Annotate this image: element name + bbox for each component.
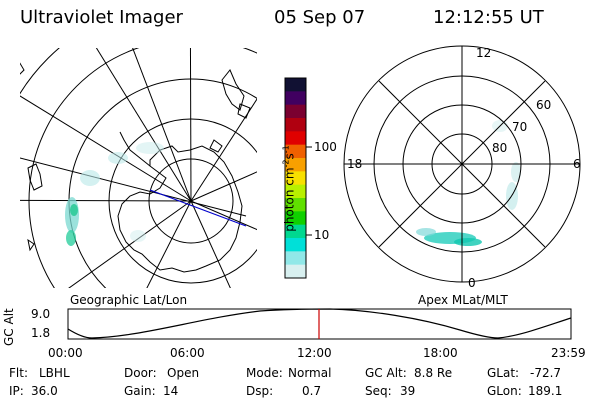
colorbar-segment: [285, 211, 306, 226]
meridian-line: [95, 48, 192, 202]
colorbar-segment: [285, 251, 306, 266]
meridian-line: [20, 199, 192, 202]
gc-alt-label: GC Alt:: [365, 366, 407, 380]
apex-caption: Apex MLat/MLT: [418, 293, 508, 307]
gain-value: 14: [163, 384, 179, 398]
coastline-fragment: [221, 69, 245, 111]
x-tick-1200: 12:00: [297, 346, 332, 360]
image-date: 05 Sep 07: [274, 7, 366, 28]
x-tick-0600: 06:00: [170, 346, 205, 360]
image-time: 12:12:55 UT: [433, 7, 544, 28]
coastline-fragment: [27, 163, 43, 191]
colorbar-segment: [285, 264, 306, 279]
ip-value: 36.0: [31, 384, 58, 398]
app-title: Ultraviolet Imager: [20, 7, 183, 28]
meridian-line: [190, 200, 257, 231]
mlat-label-80: 80: [492, 141, 508, 155]
altitude-plot: [67, 308, 572, 340]
peninsula-coastline: [119, 131, 151, 167]
subpoint-line: [149, 189, 247, 227]
meridian-line: [189, 48, 192, 202]
colorbar-segment: [285, 144, 306, 159]
colorbar: [284, 77, 312, 279]
geographic-map: [20, 48, 257, 288]
seq-label: Seq:: [365, 384, 392, 398]
dsp-label: Dsp:: [246, 384, 274, 398]
glat-label: GLat:: [487, 366, 520, 380]
colorbar-tick-100: 100: [314, 140, 337, 154]
colorbar-label: photon cm-2s-1: [281, 145, 297, 232]
colorbar-segment: [285, 91, 306, 106]
glat-value: -72.7: [530, 366, 562, 380]
mlt-label-0: 0: [468, 276, 476, 290]
mode-value: Normal: [288, 366, 332, 380]
coastline-fragment: [27, 238, 35, 252]
altitude-curve: [67, 308, 572, 339]
colorbar-segment: [285, 224, 306, 239]
altitude-ylabel: GC Alt: [2, 308, 16, 346]
mode-label: Mode:: [246, 366, 283, 380]
colorbar-segment: [285, 171, 306, 186]
gain-label: Gain:: [124, 384, 156, 398]
mlt-label-6: 6: [573, 157, 581, 171]
meridian-line: [68, 200, 192, 288]
mlat-label-60: 60: [536, 98, 552, 112]
door-label: Door:: [124, 366, 157, 380]
colorbar-segment: [285, 118, 306, 132]
coastline-fragment: [20, 62, 25, 75]
filter-label: Flt:: [9, 366, 28, 380]
meridian-line: [190, 98, 257, 202]
mlt-aurora: [416, 120, 521, 246]
glon-label: GLon:: [487, 384, 522, 398]
x-tick-1800: 18:00: [423, 346, 458, 360]
dsp-value: 0.7: [302, 384, 322, 398]
auroral-emission: [65, 142, 164, 246]
colorbar-segment: [285, 184, 306, 199]
altitude-y-low: 1.8: [31, 326, 51, 340]
mlt-label-18: 18: [347, 157, 363, 171]
altitude-y-high: 9.0: [31, 307, 51, 321]
mlat-label-70: 70: [512, 120, 528, 134]
door-value: Open: [167, 366, 200, 380]
meridian-line: [190, 171, 257, 202]
gc-alt-value: 8.8 Re: [414, 366, 453, 380]
seq-value: 39: [400, 384, 416, 398]
colorbar-segment: [285, 238, 306, 252]
colorbar-segment: [285, 198, 306, 212]
colorbar-segments: [285, 78, 306, 279]
colorbar-segment: [285, 158, 306, 172]
subpoint-line: [20, 157, 247, 217]
coastline-fragment: [237, 103, 251, 119]
colorbar-segment: [285, 104, 306, 119]
meridian-line: [132, 48, 192, 202]
meridian-line: [146, 200, 192, 288]
colorbar-segment: [285, 78, 306, 92]
meridian-line: [20, 95, 192, 202]
meridian-line: [190, 200, 231, 288]
x-tick-0000: 00:00: [48, 346, 83, 360]
ip-label: IP:: [9, 384, 24, 398]
filter-value: LBHL: [39, 366, 70, 380]
mlat-mlt-plot: [343, 45, 581, 283]
glon-value: 189.1: [528, 384, 563, 398]
lat-circle: [28, 48, 257, 288]
mlt-label-12: 12: [476, 46, 492, 60]
colorbar-segment: [285, 131, 306, 146]
antarctica-coastline: [117, 145, 243, 273]
lat-circle: [20, 48, 60, 95]
x-tick-2359: 23:59: [551, 346, 586, 360]
geographic-caption: Geographic Lat/Lon: [70, 293, 188, 307]
mlt-line: [378, 80, 546, 248]
coastline-fragment: [209, 139, 223, 153]
colorbar-tick-10: 10: [314, 228, 330, 242]
